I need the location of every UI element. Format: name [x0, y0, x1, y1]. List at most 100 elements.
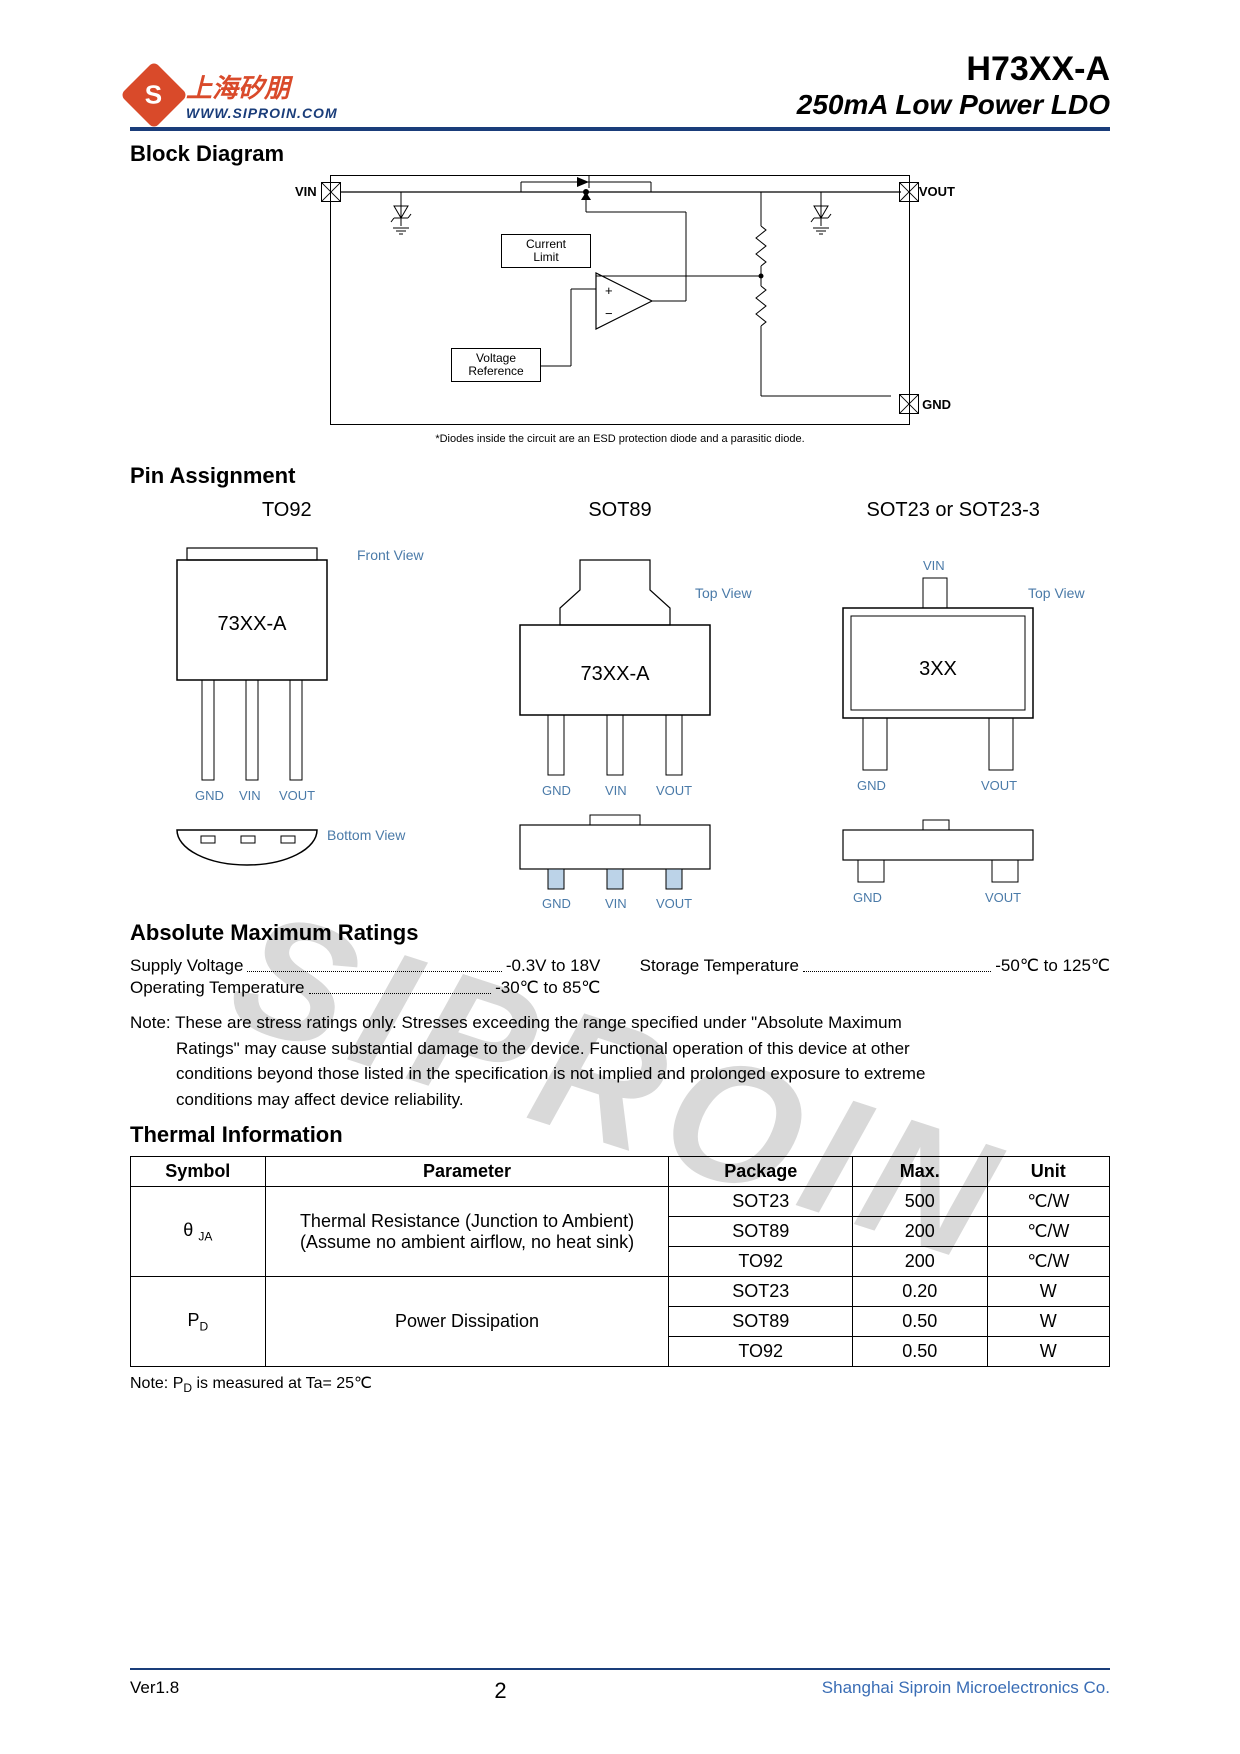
storage-val: -50℃ to 125℃: [995, 956, 1110, 976]
svg-text:VIN: VIN: [605, 783, 627, 798]
max-cell: 0.20: [853, 1277, 988, 1307]
pkg-cell: SOT23: [669, 1187, 853, 1217]
logo-url: WWW.SIPROIN.COM: [186, 105, 338, 121]
block-diagram-note: *Diodes inside the circuit are an ESD pr…: [130, 433, 1110, 445]
max-cell: 200: [853, 1247, 988, 1277]
table-row: θ JA Thermal Resistance (Junction to Amb…: [131, 1187, 1110, 1217]
dots: [247, 956, 501, 972]
sym-theta-ja: θ JA: [131, 1187, 266, 1277]
svg-text:73XX-A: 73XX-A: [581, 663, 651, 685]
unit-cell: W: [987, 1277, 1109, 1307]
current-limit-box: Current Limit: [501, 234, 591, 268]
supply-val: -0.3V to 18V: [506, 956, 601, 976]
svg-text:VOUT: VOUT: [656, 896, 692, 910]
svg-text:VIN: VIN: [239, 788, 261, 803]
table-header-row: Symbol Parameter Package Max. Unit: [131, 1157, 1110, 1187]
pkg-cell: SOT89: [669, 1307, 853, 1337]
svg-text:Bottom View: Bottom View: [327, 827, 406, 843]
max-cell: 0.50: [853, 1307, 988, 1337]
pkg-to92: TO92 Front View 73XX-A GND VIN VOUT Bott…: [130, 499, 444, 910]
abs-max-note: Note: These are stress ratings only. Str…: [130, 1010, 1110, 1112]
unit-cell: W: [987, 1307, 1109, 1337]
supply-label: Supply Voltage: [130, 956, 243, 976]
vin-label: VIN: [295, 184, 317, 199]
sot23-svg: VIN Top View 3XX GND VOUT GND VOUT: [803, 530, 1103, 910]
abs-max-ratings: Supply Voltage -0.3V to 18V Operating Te…: [130, 954, 1110, 1000]
version-label: Ver1.8: [130, 1678, 179, 1704]
logo-chinese: 上海矽朋: [186, 68, 338, 105]
svg-text:VIN: VIN: [605, 896, 627, 910]
svg-text:73XX-A: 73XX-A: [217, 613, 287, 635]
unit-cell: ℃/W: [987, 1247, 1109, 1277]
dots: [803, 956, 991, 972]
svg-text:Top View: Top View: [1028, 585, 1085, 601]
to92-svg: Front View 73XX-A GND VIN VOUT Bottom Vi…: [147, 530, 427, 910]
thermal-note: Note: PD is measured at Ta= 25℃: [130, 1373, 1110, 1395]
oper-label: Operating Temperature: [130, 978, 305, 998]
section-pin-assignment: Pin Assignment: [130, 463, 1110, 489]
page-number: 2: [494, 1678, 506, 1704]
svg-text:GND: GND: [542, 896, 571, 910]
unit-cell: W: [987, 1337, 1109, 1367]
logo-block: S 上海矽朋 WWW.SIPROIN.COM: [130, 68, 338, 121]
max-cell: 200: [853, 1217, 988, 1247]
svg-text:+: +: [605, 283, 613, 298]
part-subtitle: 250mA Low Power LDO: [797, 89, 1110, 121]
section-block-diagram: Block Diagram: [130, 141, 1110, 167]
section-thermal: Thermal Information: [130, 1122, 1110, 1148]
svg-text:Front View: Front View: [357, 547, 425, 563]
thermal-table: Symbol Parameter Package Max. Unit θ JA …: [130, 1156, 1110, 1367]
pkg-cell: SOT89: [669, 1217, 853, 1247]
sym-pd: PD: [131, 1277, 266, 1367]
storage-label: Storage Temperature: [640, 956, 799, 976]
pkg3-title: SOT23 or SOT23-3: [867, 499, 1040, 522]
th-symbol: Symbol: [131, 1157, 266, 1187]
svg-text:VIN: VIN: [923, 558, 945, 573]
param-theta: Thermal Resistance (Junction to Ambient)…: [265, 1187, 669, 1277]
svg-text:VOUT: VOUT: [981, 778, 1017, 793]
pkg-sot89: SOT89 Top View 73XX-A GND VIN VOUT GND V…: [463, 499, 777, 910]
svg-text:Top View: Top View: [695, 585, 752, 601]
table-row: PD Power Dissipation SOT23 0.20 W: [131, 1277, 1110, 1307]
th-unit: Unit: [987, 1157, 1109, 1187]
pkg2-title: SOT89: [588, 499, 651, 522]
dots: [309, 978, 492, 994]
svg-text:VOUT: VOUT: [656, 783, 692, 798]
pkg-cell: SOT23: [669, 1277, 853, 1307]
th-package: Package: [669, 1157, 853, 1187]
svg-text:GND: GND: [857, 778, 886, 793]
sot89-svg: Top View 73XX-A GND VIN VOUT GND VIN VOU…: [470, 530, 770, 910]
th-max: Max.: [853, 1157, 988, 1187]
svg-text:−: −: [605, 306, 613, 321]
part-number: H73XX-A: [797, 50, 1110, 89]
gnd-label: GND: [922, 397, 951, 412]
unit-cell: ℃/W: [987, 1217, 1109, 1247]
logo-icon: S: [120, 61, 188, 129]
svg-text:GND: GND: [195, 788, 224, 803]
page-header: S 上海矽朋 WWW.SIPROIN.COM H73XX-A 250mA Low…: [130, 50, 1110, 131]
svg-text:GND: GND: [542, 783, 571, 798]
block-diagram-svg: + −: [331, 176, 911, 426]
svg-text:VOUT: VOUT: [279, 788, 315, 803]
pkg-sot23: SOT23 or SOT23-3 VIN Top View 3XX GND VO…: [796, 499, 1110, 910]
logo-initial: S: [145, 79, 162, 110]
pkg-cell: TO92: [669, 1337, 853, 1367]
param-pd: Power Dissipation: [265, 1277, 669, 1367]
pkg1-title: TO92: [262, 499, 312, 522]
section-abs-max: Absolute Maximum Ratings: [130, 920, 1110, 946]
pin-assignment-row: TO92 Front View 73XX-A GND VIN VOUT Bott…: [130, 499, 1110, 910]
vout-label: VOUT: [919, 184, 955, 199]
svg-text:3XX: 3XX: [919, 658, 957, 680]
th-parameter: Parameter: [265, 1157, 669, 1187]
company-name: Shanghai Siproin Microelectronics Co.: [822, 1678, 1110, 1704]
voltage-ref-box: Voltage Reference: [451, 348, 541, 382]
unit-cell: ℃/W: [987, 1187, 1109, 1217]
page-footer: Ver1.8 2 Shanghai Siproin Microelectroni…: [130, 1668, 1110, 1704]
pkg-cell: TO92: [669, 1247, 853, 1277]
max-cell: 500: [853, 1187, 988, 1217]
oper-val: -30℃ to 85℃: [495, 978, 600, 998]
svg-text:VOUT: VOUT: [985, 890, 1021, 905]
block-diagram: VIN VOUT GND: [330, 175, 910, 425]
svg-text:GND: GND: [853, 890, 882, 905]
max-cell: 0.50: [853, 1337, 988, 1367]
